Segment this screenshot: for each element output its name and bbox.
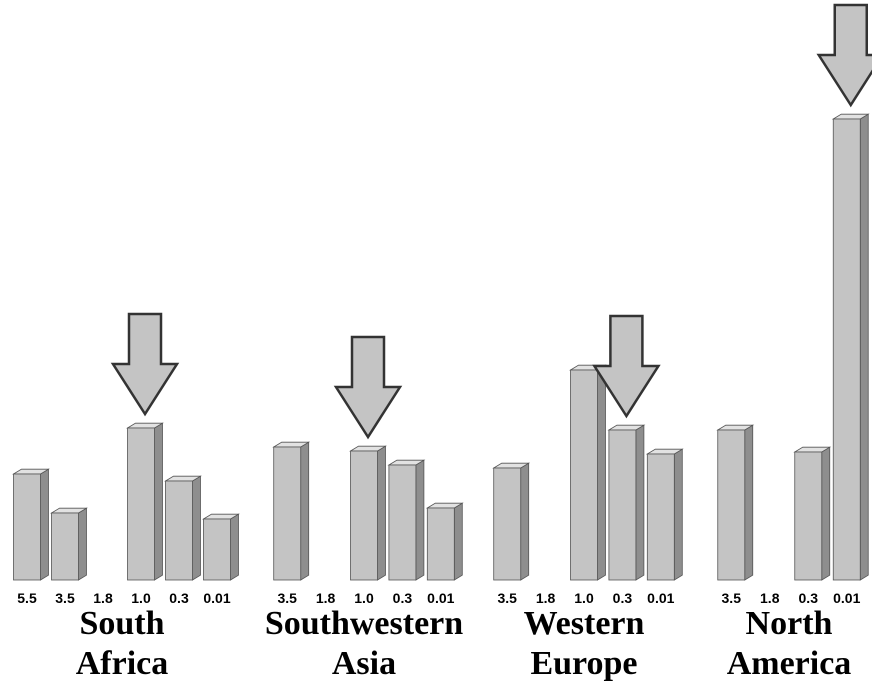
- bar: [426, 507, 455, 581]
- bar: [13, 473, 41, 581]
- chart-title-text: Western Europe: [523, 605, 645, 682]
- x-tick-label: 1.8: [93, 590, 113, 606]
- chart-title: North America: [712, 604, 866, 684]
- chart-title-text: South Africa: [75, 605, 169, 682]
- bar-side: [821, 446, 831, 581]
- chart-title: Western Europe: [488, 604, 680, 684]
- x-tick-label: 0.3: [169, 590, 189, 606]
- bar-side: [300, 441, 310, 581]
- x-tick-label: 3.5: [55, 590, 75, 606]
- chart-title: South Africa: [8, 604, 236, 684]
- x-tick-label: 1.8: [536, 590, 556, 606]
- x-tick-label: 0.01: [833, 590, 860, 606]
- bar: [646, 453, 675, 581]
- x-tick-label: 0.3: [799, 590, 819, 606]
- bar-side: [154, 422, 163, 581]
- bar: [388, 464, 417, 581]
- bar: [273, 446, 302, 581]
- bar: [203, 518, 231, 581]
- bar: [794, 451, 823, 581]
- bar: [350, 450, 378, 581]
- x-tick-label: 3.5: [497, 590, 517, 606]
- bar-side: [78, 507, 87, 581]
- chart-title-text: North America: [726, 605, 852, 682]
- chart-title: Southwestern Asia: [264, 604, 464, 684]
- x-tick-label: 1.0: [574, 590, 594, 606]
- x-tick-label: 5.5: [17, 590, 37, 606]
- bar-side: [415, 459, 425, 581]
- arrow: [592, 314, 661, 419]
- arrow: [110, 312, 180, 417]
- bar-side: [192, 475, 201, 581]
- bar-side: [744, 424, 754, 581]
- bar-side: [40, 468, 49, 581]
- bar-side: [859, 113, 869, 581]
- x-tick-label: 0.01: [203, 590, 230, 606]
- bar: [493, 467, 522, 581]
- bar: [127, 427, 155, 581]
- x-tick-label: 1.8: [760, 590, 780, 606]
- x-tick-label: 0.3: [613, 590, 633, 606]
- arrow: [816, 3, 872, 108]
- x-tick-label: 3.5: [277, 590, 297, 606]
- arrow: [333, 335, 403, 440]
- x-tick-label: 0.3: [393, 590, 413, 606]
- x-tick-label: 1.0: [131, 590, 151, 606]
- x-tick-label: 1.8: [316, 590, 336, 606]
- bar-side: [597, 364, 606, 581]
- bar-side: [673, 448, 683, 581]
- chart-title-text: Southwestern Asia: [264, 605, 464, 682]
- bar: [608, 429, 637, 581]
- bar-side: [520, 462, 530, 581]
- bar: [570, 369, 598, 581]
- bar: [165, 480, 193, 581]
- bar-side: [635, 424, 645, 581]
- bar: [832, 118, 861, 581]
- bar: [717, 429, 746, 581]
- x-tick-label: 0.01: [647, 590, 674, 606]
- bar: [51, 512, 79, 581]
- x-tick-label: 0.01: [427, 590, 454, 606]
- x-tick-label: 1.0: [354, 590, 374, 606]
- bar-side: [377, 445, 386, 581]
- bar-side: [453, 502, 463, 581]
- x-tick-label: 3.5: [722, 590, 742, 606]
- bar-side: [230, 513, 239, 581]
